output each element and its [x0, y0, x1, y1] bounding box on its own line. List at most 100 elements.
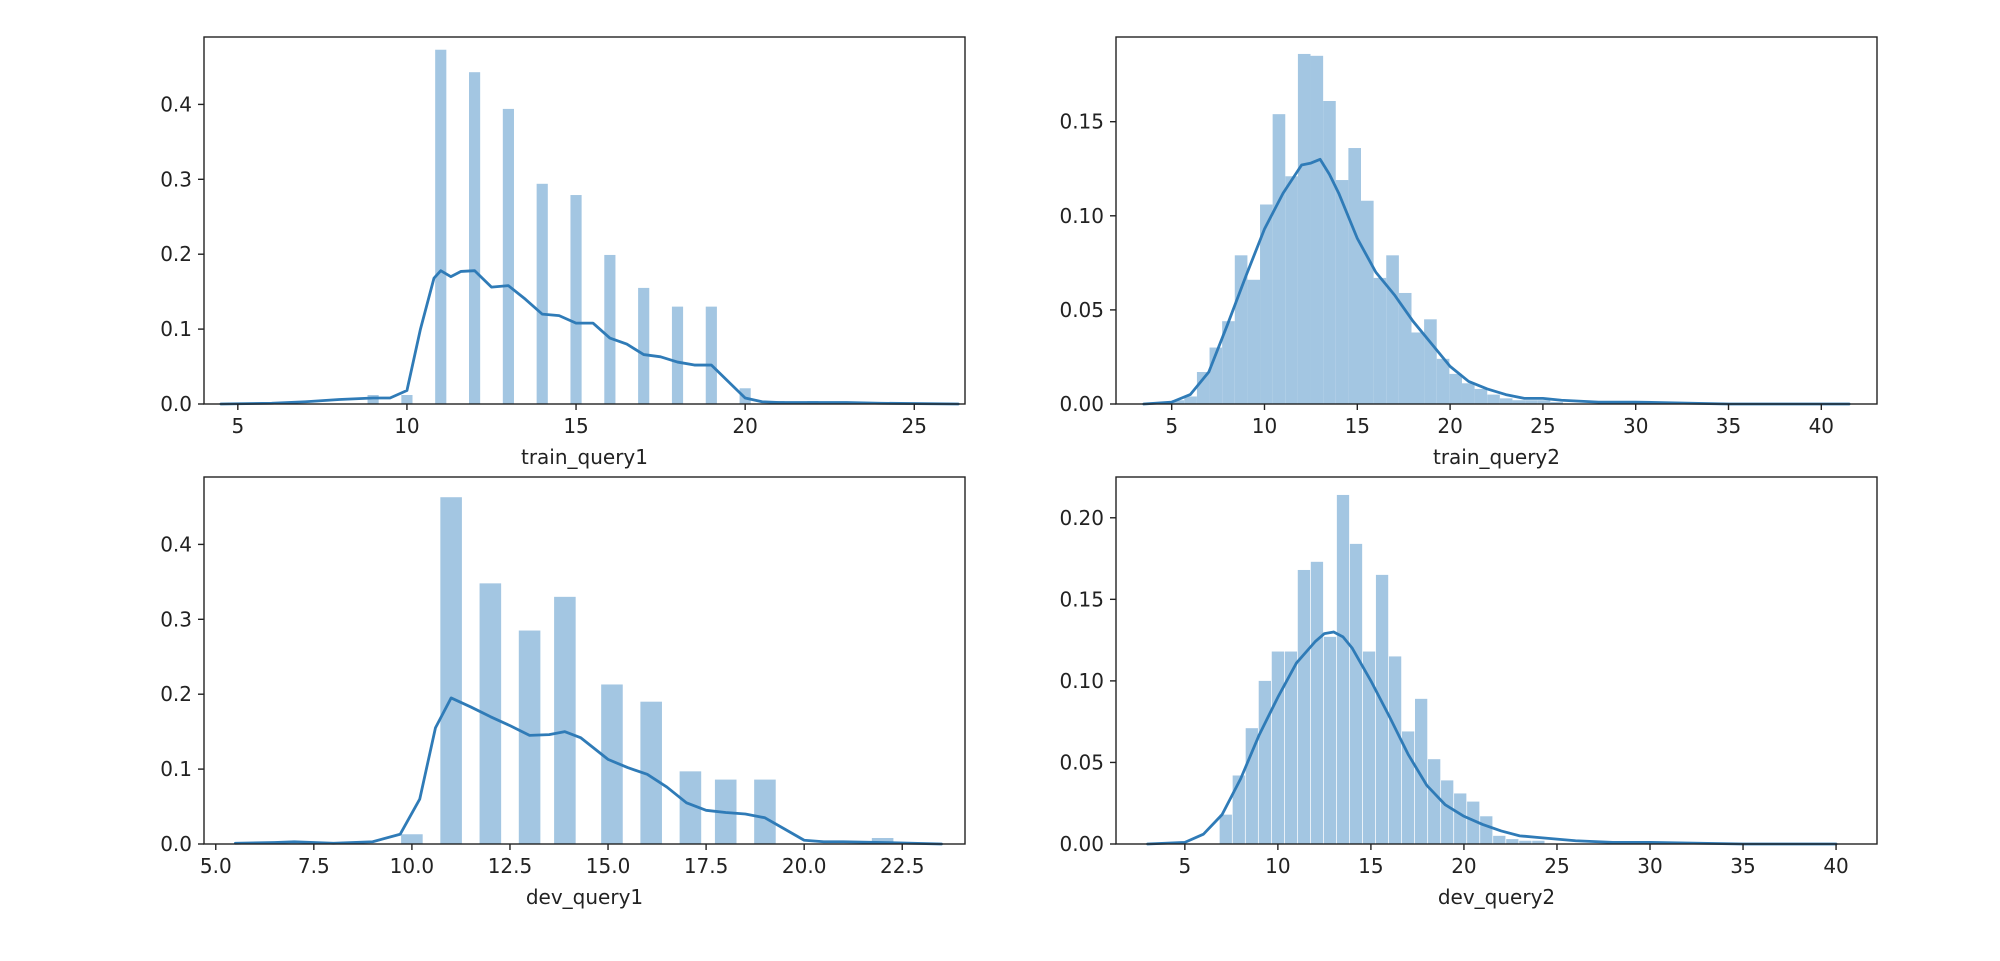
histogram-bar: [1234, 255, 1248, 404]
histogram-bar: [1454, 793, 1467, 844]
histogram-bar: [1388, 656, 1402, 844]
chart-panel-2: 5 10 15 20 25 30 35 40 0.00 0.05 0.10 0.15 train_que…: [1059, 36, 1878, 469]
x-tick-label: 20: [1437, 414, 1462, 438]
histogram-bar: [1310, 561, 1324, 844]
histogram-bar: [1386, 255, 1399, 404]
histogram-bar: [1512, 400, 1526, 404]
x-tick-label: 25: [1544, 854, 1569, 878]
histogram-bar: [1525, 400, 1538, 404]
histogram-bar: [1487, 394, 1500, 404]
axes-frame: [203, 36, 966, 405]
histogram-bar: [1219, 814, 1232, 844]
y-tick-label: 0.1: [160, 757, 192, 781]
histogram-bar: [1461, 383, 1475, 404]
kde-line: [233, 696, 943, 846]
x-tick-label: 12.5: [488, 854, 533, 878]
x-tick-label: 20: [1451, 854, 1476, 878]
histogram-bar: [1297, 569, 1311, 844]
histogram-bar: [554, 596, 576, 844]
y-tick-label: 0.15: [1059, 110, 1104, 134]
x-tick-label: 30: [1637, 854, 1662, 878]
histogram-bar: [1361, 200, 1374, 404]
histogram-bar: [469, 72, 481, 404]
x-tick-label: 22.5: [880, 854, 925, 878]
histogram-bar: [1222, 321, 1235, 404]
histogram-bar: [754, 779, 776, 844]
y-tick-label: 0.4: [160, 92, 192, 116]
x-tick-label: 5: [231, 414, 244, 438]
y-tick-label: 0.00: [1059, 392, 1104, 416]
histogram-bar: [1436, 358, 1450, 404]
y-tick-label: 0.10: [1059, 204, 1104, 228]
axes-frame: [1115, 476, 1878, 845]
histogram-bar: [1196, 372, 1210, 404]
x-tick-label: 20: [732, 414, 757, 438]
histogram-bar: [1171, 400, 1185, 404]
x-tick-label: 17.5: [684, 854, 729, 878]
histogram-bar: [1411, 332, 1425, 404]
histogram-bar: [1232, 775, 1245, 844]
y-tick-label: 0.3: [160, 607, 192, 631]
histogram-bar: [1323, 636, 1337, 844]
x-tick-label: 35: [1716, 414, 1741, 438]
x-tick-label: 5: [1165, 414, 1178, 438]
histogram-bar: [283, 842, 305, 844]
histogram-bar: [1336, 494, 1350, 844]
histogram-bar: [705, 306, 717, 404]
x-tick-label: 15: [1358, 854, 1383, 878]
histogram-bar: [536, 183, 548, 404]
histogram-bar: [435, 49, 447, 404]
kde-line: [1146, 630, 1838, 846]
histogram-bar: [1272, 114, 1286, 404]
histogram-bar: [367, 395, 379, 404]
histogram-bar: [1323, 100, 1336, 405]
x-tick-label: 7.5: [298, 854, 330, 878]
x-axis-label: dev_query2: [1438, 885, 1555, 909]
histogram-bar: [518, 630, 541, 844]
histogram-bar: [1474, 388, 1488, 404]
histogram-bar: [601, 684, 623, 844]
histogram-bar: [440, 497, 462, 844]
x-tick-label: 20.0: [782, 854, 827, 878]
histogram-bar: [1493, 835, 1506, 844]
histogram-bar: [1441, 780, 1454, 844]
histogram-bar: [1480, 816, 1493, 844]
chart-panel-4: 5 10 15 20 25 30 35 40 0.00 0.05 0.10 0.15 0.20 dev_q…: [1059, 476, 1878, 909]
x-tick-label: 30: [1623, 414, 1648, 438]
histogram-bar: [1184, 396, 1197, 404]
y-tick-label: 0.20: [1059, 506, 1104, 530]
histogram-bar: [1550, 402, 1563, 404]
histogram-bar: [640, 701, 662, 844]
histogram-bar: [604, 254, 616, 404]
histogram-bar: [502, 108, 514, 405]
histogram-bar: [1499, 398, 1513, 404]
axes-frame: [1115, 36, 1878, 405]
chart-panel-3: 5.0 7.5 10.0 12.5 15.0 17.5 20.0 22.5 0.0 0.1 0.2 0…: [160, 476, 966, 909]
histogram-bar: [638, 287, 650, 404]
x-tick-label: 15.0: [586, 854, 631, 878]
y-tick-label: 0.05: [1059, 298, 1104, 322]
y-tick-label: 0.05: [1059, 750, 1104, 774]
x-tick-label: 35: [1730, 854, 1755, 878]
histogram-bar: [1348, 148, 1361, 404]
histogram-bar: [1519, 840, 1532, 844]
histogram-bar: [1398, 292, 1412, 404]
y-tick-label: 0.1: [160, 317, 192, 341]
histogram-bar: [1375, 574, 1389, 844]
histogram-bar: [401, 395, 413, 404]
kde-line: [219, 269, 960, 406]
histogram-bar: [570, 195, 582, 404]
histogram-bar: [1310, 55, 1324, 404]
histogram-bar: [871, 838, 894, 844]
histogram-bar: [1506, 839, 1519, 844]
histogram-bar: [1362, 651, 1376, 844]
histogram-bar: [1449, 373, 1462, 404]
histogram-bar: [1285, 176, 1298, 404]
x-tick-label: 15: [563, 414, 588, 438]
axes-frame: [203, 476, 966, 845]
x-tick-label: 10: [394, 414, 419, 438]
histogram-bar: [1415, 698, 1428, 844]
histogram-bar: [1424, 319, 1437, 404]
y-tick-label: 0.0: [160, 392, 192, 416]
